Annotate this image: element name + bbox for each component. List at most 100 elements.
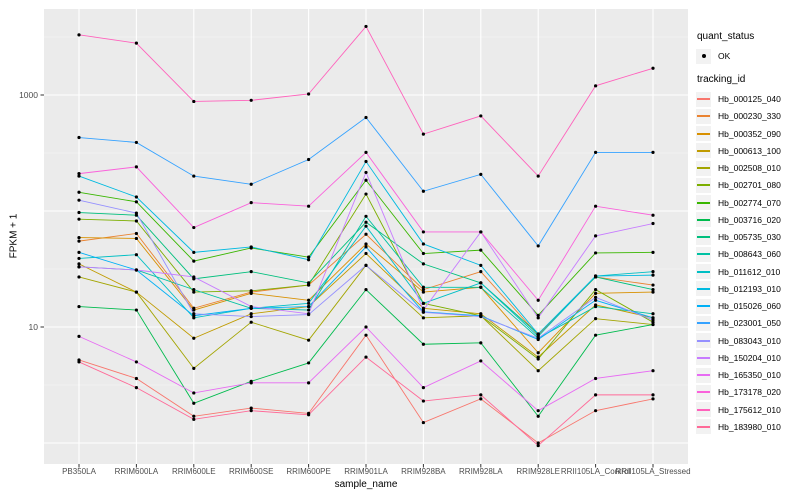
data-point: [192, 401, 196, 405]
data-point: [249, 245, 253, 249]
data-point: [364, 170, 368, 175]
legend-item-Hb_012193_010: Hb_012193_010: [696, 280, 781, 297]
data-point: [421, 251, 425, 256]
data-point: [307, 92, 311, 96]
legend-item-Hb_011612_010: Hb_011612_010: [696, 263, 781, 280]
data-point: [536, 443, 540, 448]
legend-key-line-icon: [696, 212, 711, 228]
legend-label: Hb_015026_060: [718, 301, 781, 312]
legend-item-Hb_003716_020: Hb_003716_020: [696, 211, 781, 228]
data-point: [479, 397, 483, 401]
data-point: [249, 289, 253, 293]
legend-key-line-icon: [696, 333, 711, 349]
data-point: [536, 369, 540, 373]
data-point: [134, 165, 138, 169]
legend-item-Hb_005735_030: Hb_005735_030: [696, 229, 781, 246]
data-point: [651, 273, 655, 277]
data-point: [421, 262, 425, 266]
data-point: [77, 275, 81, 279]
data-point: [249, 312, 253, 316]
data-point: [479, 248, 483, 252]
legend-item-Hb_150204_010: Hb_150204_010: [696, 349, 781, 366]
data-point: [192, 99, 196, 104]
legend-key-line-icon: [696, 281, 711, 297]
x-axis-tick-label: RRIM600LA: [114, 467, 159, 476]
data-point: [421, 242, 425, 246]
data-point: [536, 441, 540, 445]
x-axis-tick-label: RRII105LA_Control: [560, 467, 631, 476]
legend-key-line-icon: [696, 91, 711, 107]
data-point: [364, 251, 368, 256]
data-point: [307, 312, 311, 316]
legend-item-Hb_183980_010: Hb_183980_010: [696, 418, 781, 435]
data-point: [249, 201, 253, 205]
legend-label: Hb_000230_330: [718, 111, 781, 122]
data-point: [192, 174, 196, 178]
data-point: [77, 190, 81, 194]
data-point: [364, 245, 368, 249]
data-point: [77, 304, 81, 309]
data-point: [594, 204, 598, 208]
legend-key-line-icon: [696, 367, 711, 383]
data-point: [364, 355, 368, 359]
x-axis-tick-label: RRIM600SE: [228, 467, 274, 476]
x-axis-tick-label: PB350LA: [62, 467, 96, 476]
data-point: [651, 393, 655, 397]
data-point: [134, 231, 138, 236]
data-point: [594, 393, 598, 397]
legend-item-Hb_175612_010: Hb_175612_010: [696, 401, 781, 418]
legend-key-line-icon: [696, 143, 711, 159]
data-point: [479, 285, 483, 289]
data-point: [77, 256, 81, 261]
data-point: [536, 357, 540, 361]
legend-item-Hb_000352_090: Hb_000352_090: [696, 125, 781, 142]
legend-label: Hb_175612_010: [718, 404, 781, 415]
data-point: [536, 298, 540, 302]
data-point: [594, 274, 598, 278]
data-point: [594, 304, 598, 309]
legend-label: Hb_000613_100: [718, 145, 781, 156]
data-point: [594, 291, 598, 295]
data-point: [421, 285, 425, 289]
x-axis-tick-label: RRIM901LA: [344, 467, 388, 476]
data-point: [77, 262, 81, 266]
data-point: [421, 342, 425, 346]
legend-label: Hb_173178_020: [718, 387, 781, 398]
data-point: [536, 174, 540, 178]
data-point: [479, 114, 483, 118]
data-point: [651, 312, 655, 316]
data-point: [651, 221, 655, 226]
data-point: [307, 204, 311, 208]
data-point: [307, 413, 311, 417]
data-point: [134, 140, 138, 145]
legend-label: Hb_002774_070: [718, 197, 781, 208]
data-point: [594, 333, 598, 337]
data-point: [364, 288, 368, 292]
legend-item-Hb_015026_060: Hb_015026_060: [696, 298, 781, 315]
data-point: [307, 381, 311, 385]
legend-item-Hb_165350_010: Hb_165350_010: [696, 367, 781, 384]
data-point: [307, 338, 311, 342]
data-point: [77, 172, 81, 176]
data-point: [651, 322, 655, 327]
data-point: [77, 265, 81, 269]
data-point: [77, 210, 81, 215]
legend-label: Hb_183980_010: [718, 421, 781, 432]
data-point: [421, 386, 425, 390]
data-point: [364, 224, 368, 228]
legend-item-Hb_000613_100: Hb_000613_100: [696, 142, 781, 159]
data-point: [421, 310, 425, 314]
data-point: [192, 259, 196, 263]
data-point: [594, 317, 598, 321]
legend-item-Hb_083043_010: Hb_083043_010: [696, 332, 781, 349]
legend-item-ok: OK: [696, 48, 730, 64]
legend-item-Hb_002774_070: Hb_002774_070: [696, 194, 781, 211]
data-point: [307, 361, 311, 365]
x-axis-title: sample_name: [334, 479, 398, 490]
data-point: [594, 409, 598, 413]
data-point: [192, 225, 196, 230]
y-axis-tick-label: 10: [28, 322, 38, 332]
data-point: [479, 281, 483, 285]
